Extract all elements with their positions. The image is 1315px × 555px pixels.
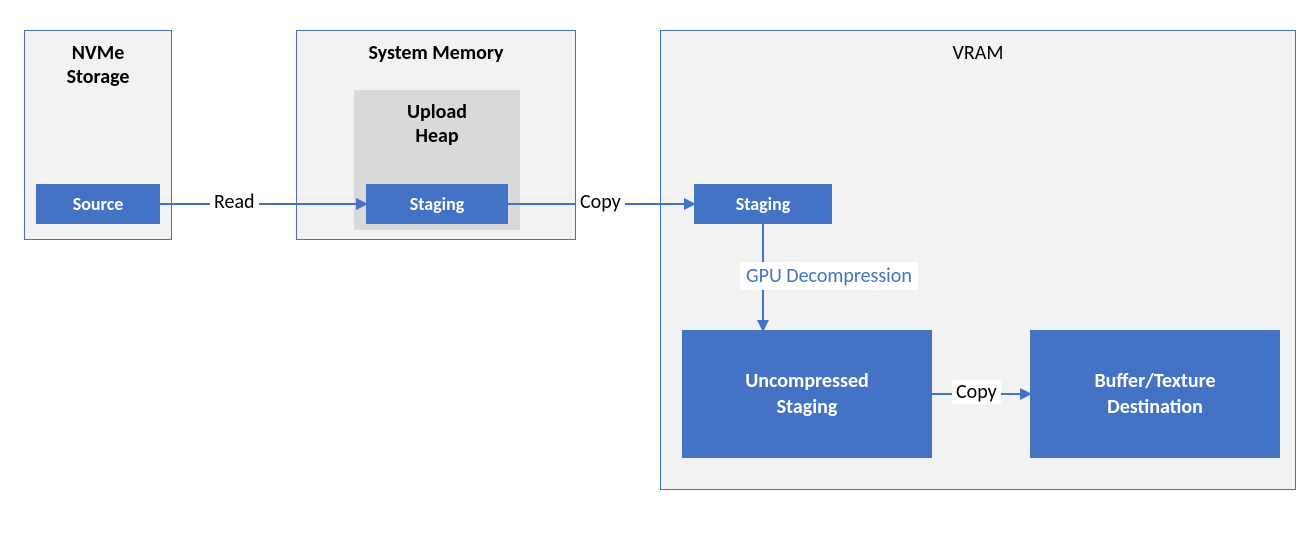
- vram-title: VRAM: [661, 41, 1295, 65]
- arrow-copy1-head: [684, 198, 696, 210]
- sysmem-title: System Memory: [297, 41, 575, 65]
- source-box: Source: [36, 184, 160, 224]
- staging-vram-label: Staging: [736, 193, 791, 215]
- edge-copy2-label: Copy: [952, 380, 1001, 404]
- staging-sys-label: Staging: [410, 193, 465, 215]
- staging-vram-box: Staging: [694, 184, 832, 224]
- upload-heap-title: Upload Heap: [354, 90, 520, 148]
- arrow-copy2-head: [1020, 388, 1032, 400]
- upload-heap-line2: Heap: [415, 124, 458, 148]
- uncompressed-box: Uncompressed Staging: [682, 330, 932, 458]
- uncompressed-line1: Uncompressed: [745, 369, 869, 393]
- arrow-read-head: [356, 198, 368, 210]
- uncompressed-line2: Staging: [777, 395, 838, 419]
- edge-decomp-label: GPU Decompression: [740, 262, 918, 290]
- nvme-title-line2: Storage: [67, 65, 130, 89]
- nvme-title: NVMe Storage: [25, 41, 171, 89]
- source-label: Source: [73, 193, 124, 215]
- edge-read-label: Read: [210, 190, 259, 214]
- upload-heap-line1: Upload: [407, 100, 467, 124]
- destination-line2: Destination: [1107, 395, 1203, 419]
- nvme-title-line1: NVMe: [72, 41, 125, 65]
- edge-copy1-label: Copy: [576, 190, 625, 214]
- destination-line1: Buffer/Texture: [1094, 369, 1215, 393]
- arrow-decomp-head: [757, 320, 769, 332]
- staging-sys-box: Staging: [366, 184, 508, 224]
- destination-box: Buffer/Texture Destination: [1030, 330, 1280, 458]
